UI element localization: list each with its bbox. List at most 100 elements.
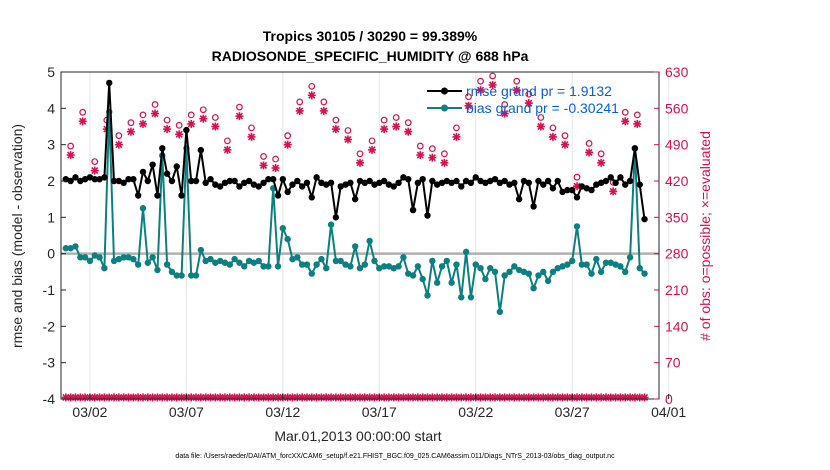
legend-rmse-marker [441,87,448,95]
obs-evaluated-marker [247,132,256,141]
obs-possible-marker [633,111,641,119]
bias-point [597,268,605,276]
obs-evaluated-marker [560,140,569,149]
bias-point [458,294,465,301]
grid-lines [89,72,670,399]
obs-possible-marker [573,173,581,181]
right-tick-label: 350 [665,209,689,225]
x-tick-label: 03/27 [555,404,590,420]
rmse-point [361,179,369,187]
rmse-point [602,177,610,185]
bias-point [188,272,195,279]
bias-point [202,257,209,265]
rmse-series [62,79,648,223]
bias-point [626,254,634,261]
rmse-point [405,175,412,183]
bias-point [62,245,70,252]
bias-point [564,261,571,268]
rmse-point [284,188,291,196]
chart-title: Tropics 30105 / 30290 = 99.389% [263,28,478,44]
rmse-point [626,177,634,185]
obs-possible-marker [392,114,400,121]
obs-evaluated-marker [187,119,196,128]
rmse-point [120,179,127,187]
obs-evaluated-marker [512,86,521,95]
rmse-point [279,175,287,183]
obs-possible-marker [368,137,376,145]
obs-evaluated-marker [488,80,497,89]
rmse-point [347,179,354,187]
rmse-point [318,179,325,187]
bias-point [120,254,127,261]
bias-point [371,257,378,265]
bias-point [554,265,561,272]
obs-possible-marker [115,132,123,140]
bias-point [212,259,219,266]
rmse-point [289,181,296,188]
bias-series [62,108,648,315]
bias-point [134,261,142,268]
bias-point [622,268,629,276]
obs-evaluated-marker [199,114,208,123]
rmse-point [356,177,364,185]
x-tick-label: 03/22 [458,404,493,420]
rmse-point [458,183,465,190]
rmse-point [578,183,586,190]
rmse-point [130,175,137,183]
rmse-point [212,181,219,188]
rmse-point [564,186,571,194]
obs-possible-marker [248,124,255,132]
rmse-point [540,181,547,188]
obs-possible-marker [308,82,316,90]
rmse-point [134,192,142,199]
rmse-point [520,177,528,185]
bias-point [506,268,513,276]
bias-point [351,243,359,250]
legend-rmse-label: rmse grand pr = 1.9132 [466,83,612,99]
rmse-point [255,183,262,190]
rmse-point [448,179,455,187]
rmse-point [274,192,282,199]
bias-point [544,277,552,285]
obs-evaluated-marker [597,158,606,167]
rmse-point [501,177,508,185]
obs-possible-marker [187,111,195,119]
bias-point [96,254,103,261]
left-tick-label: 2 [47,173,55,189]
obs-possible-marker [67,142,75,150]
bias-point [72,243,79,250]
bias-point [520,268,528,276]
left-tick-label: 1 [47,209,55,225]
bias-point [540,268,547,276]
rmse-point [332,214,340,221]
right-tick-label: 560 [665,100,689,116]
bias-point [477,265,484,272]
bias-point [443,257,451,265]
rmse-point [622,181,629,188]
left-tick-label: 4 [47,100,55,116]
bias-point [530,284,537,292]
rmse-point [81,175,89,183]
obs-evaluated-marker [138,119,147,128]
bias-point [289,255,296,263]
bias-point [265,263,272,270]
bias-point [636,265,643,272]
rmse-point [491,175,499,183]
rmse-point [530,203,537,210]
bias-point [207,255,214,263]
rmse-point [612,179,619,187]
rmse-point [453,177,460,185]
obs-possible-marker [139,111,147,119]
rmse-point [303,179,311,187]
rmse-point [482,179,489,187]
bias-point [535,272,542,279]
right-tick-label: 630 [665,64,689,80]
bias-point [298,261,306,268]
bias-point [607,259,614,266]
obs-evaluated-marker [151,109,160,118]
rmse-point [515,195,523,203]
obs-evaluated-marker [90,166,99,175]
bias-point [559,263,566,270]
rmse-point [260,179,267,187]
bias-point [284,235,291,243]
